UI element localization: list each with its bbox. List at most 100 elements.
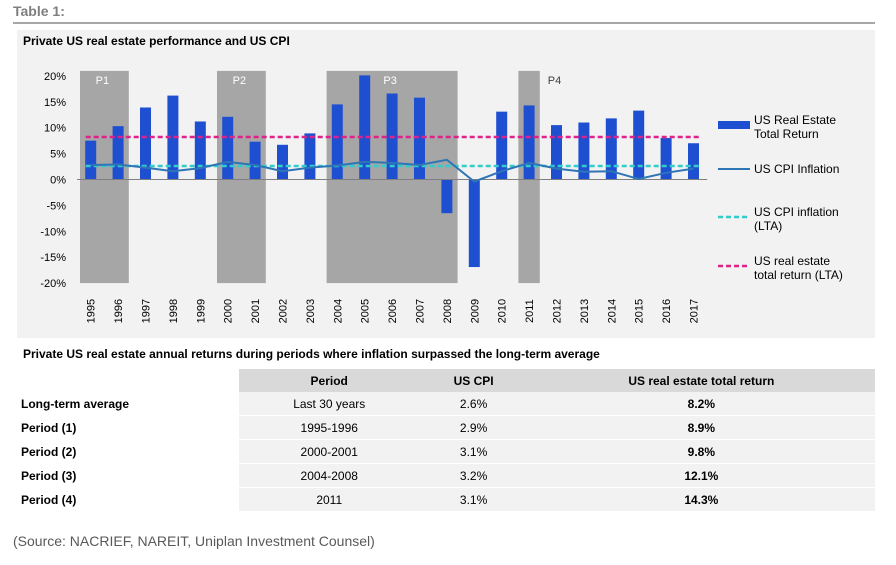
- bar: [331, 104, 343, 180]
- legend-label-line: US real estate: [754, 254, 830, 268]
- bar: [414, 97, 425, 180]
- cell-cpi: 3.2%: [419, 463, 528, 488]
- header-cpi: US CPI: [419, 369, 528, 392]
- top-divider: [13, 22, 875, 24]
- x-tick-label: 2006: [387, 299, 399, 323]
- row-label: Long-term average: [17, 392, 239, 416]
- header-period: Period: [239, 369, 420, 392]
- x-tick-label: 2017: [689, 299, 701, 323]
- cell-return: 14.3%: [527, 487, 875, 512]
- cpi-line: [90, 158, 694, 183]
- cell-period: 1995-1996: [239, 415, 420, 440]
- cell-cpi: 3.1%: [419, 439, 528, 464]
- x-tick-label: 1995: [86, 299, 98, 323]
- period-label: P4: [548, 75, 561, 87]
- table-row: Period (3) 2004-2008 3.2% 12.1%: [17, 463, 875, 488]
- table-row: Period (4) 2011 3.1% 14.3%: [17, 487, 875, 512]
- legend-label-line: (LTA): [754, 219, 782, 233]
- table-row: Long-term average Last 30 years 2.6% 8.2…: [17, 392, 875, 416]
- table-row: Period (1) 1995-1996 2.9% 8.9%: [17, 415, 875, 440]
- bar: [468, 179, 480, 268]
- bar: [277, 144, 288, 180]
- y-tick-label: 5%: [50, 149, 66, 161]
- row-label: Period (1): [17, 415, 239, 440]
- legend-label-line: Total Return: [754, 127, 819, 141]
- x-tick-label: 2002: [278, 299, 290, 323]
- bar: [85, 140, 97, 180]
- header-blank: [17, 369, 239, 392]
- cell-return: 12.1%: [527, 463, 875, 488]
- legend-label-line: US CPI Inflation: [754, 162, 839, 176]
- x-tick-label: 2012: [552, 299, 564, 323]
- bar: [496, 111, 508, 180]
- table-row: Period (2) 2000-2001 3.1% 9.8%: [17, 439, 875, 464]
- legend-swatch: [718, 121, 750, 129]
- x-tick-label: 2009: [469, 299, 481, 323]
- row-label: Period (3): [17, 463, 239, 488]
- bar: [304, 133, 316, 180]
- y-tick-label: 20%: [44, 71, 66, 83]
- row-label: Period (4): [17, 487, 239, 512]
- cell-period: 2000-2001: [239, 439, 420, 464]
- cell-period: 2011: [239, 487, 420, 512]
- period-label: P1: [96, 75, 109, 87]
- cell-period: 2004-2008: [239, 463, 420, 488]
- cell-cpi: 2.9%: [419, 415, 528, 440]
- table-title: Private US real estate annual returns du…: [23, 347, 600, 361]
- bar: [660, 138, 672, 180]
- bar: [167, 95, 179, 180]
- bar: [633, 110, 645, 180]
- chart-title: Private US real estate performance and U…: [23, 34, 290, 48]
- y-tick-label: 10%: [44, 123, 66, 135]
- cell-period: Last 30 years: [239, 392, 420, 416]
- period-label: P2: [233, 75, 246, 87]
- x-tick-label: 1998: [168, 299, 180, 323]
- y-tick-label: 0%: [50, 175, 66, 187]
- legend-label-line: total return (LTA): [754, 268, 843, 282]
- x-tick-label: 2016: [661, 299, 673, 323]
- bar: [359, 75, 371, 180]
- y-tick-label: -20%: [40, 278, 66, 290]
- x-tick-label: 2014: [606, 299, 618, 323]
- x-tick-label: 2004: [332, 299, 344, 323]
- legend-label-line: US CPI inflation: [754, 205, 839, 219]
- table-header-row: Period US CPI US real estate total retur…: [17, 369, 875, 392]
- chart-svg: P1 P2 P3 P4 20% 15% 10% 5% 0% -5% -10% -15% -20% 1995…: [40, 70, 843, 323]
- x-tick-label: 2001: [250, 299, 262, 323]
- bar: [578, 122, 590, 180]
- cell-return: 8.2%: [527, 392, 875, 416]
- y-tick-label: -10%: [40, 226, 66, 238]
- bar: [551, 125, 562, 180]
- source-note: (Source: NACRIEF, NAREIT, Uniplan Invest…: [13, 533, 375, 549]
- legend-label-line: US Real Estate: [754, 113, 836, 127]
- bar: [112, 126, 124, 180]
- cell-return: 9.8%: [527, 439, 875, 464]
- bar: [441, 179, 453, 214]
- x-tick-label: 2000: [223, 299, 235, 323]
- bar: [222, 116, 234, 180]
- x-tick-label: 2007: [415, 299, 427, 323]
- bar: [140, 107, 151, 180]
- legend-label: US CPI Inflation: [754, 162, 839, 176]
- bar: [194, 121, 206, 180]
- row-label: Period (2): [17, 439, 239, 464]
- x-tick-label: 2010: [497, 299, 509, 323]
- period-label: P3: [383, 75, 396, 87]
- x-tick-label: 2003: [305, 299, 317, 323]
- x-tick-label: 2008: [442, 299, 454, 323]
- legend-label: US Real Estate Total Return: [754, 113, 836, 141]
- legend-label: US real estate total return (LTA): [754, 254, 843, 282]
- cell-cpi: 3.1%: [419, 487, 528, 512]
- bar: [605, 118, 617, 180]
- x-tick-label: 2015: [634, 299, 646, 323]
- cell-cpi: 2.6%: [419, 392, 528, 416]
- header-return: US real estate total return: [527, 369, 875, 392]
- x-tick-label: 1999: [195, 299, 207, 323]
- bar: [249, 141, 261, 180]
- table-label: Table 1:: [13, 3, 65, 19]
- returns-table: Period US CPI US real estate total retur…: [17, 369, 875, 512]
- y-tick-label: -15%: [40, 252, 66, 264]
- y-tick-label: -5%: [46, 200, 66, 212]
- y-tick-label: 15%: [44, 97, 66, 109]
- x-tick-label: 1996: [113, 299, 125, 323]
